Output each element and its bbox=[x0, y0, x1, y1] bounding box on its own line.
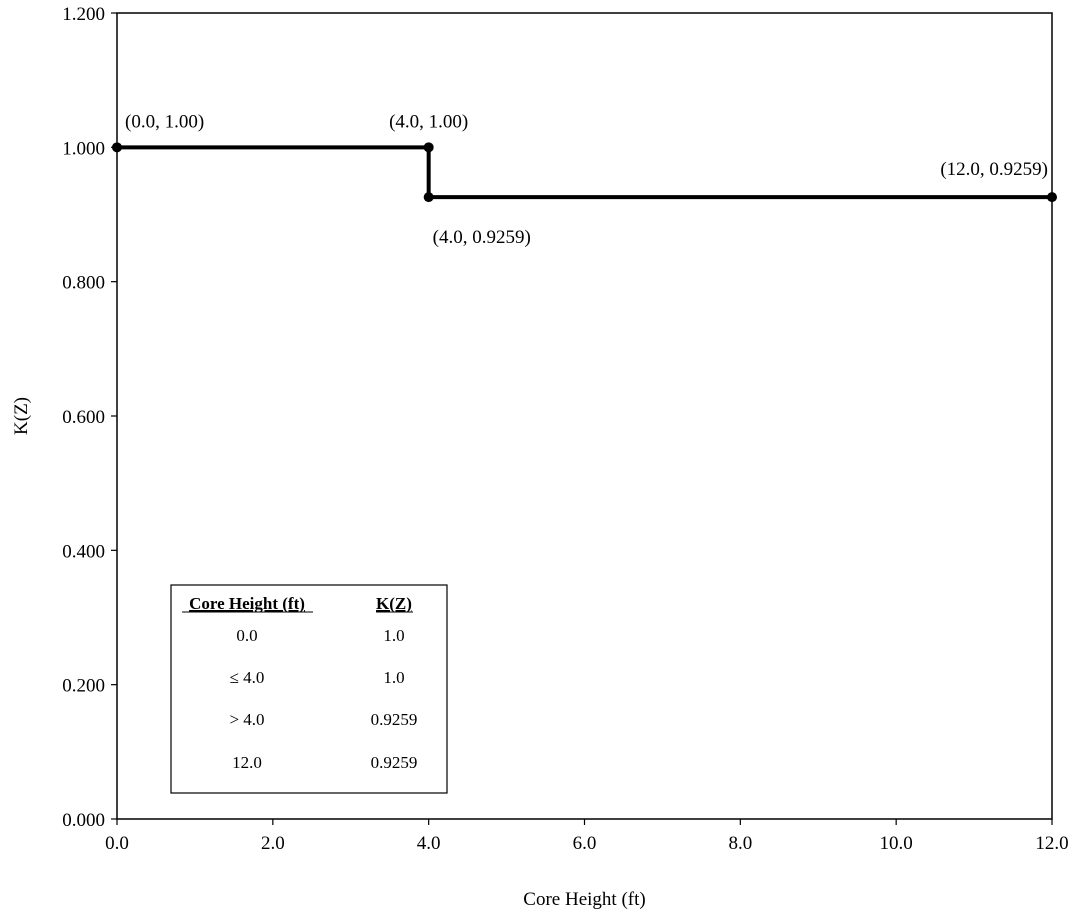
data-point-label: (0.0, 1.00) bbox=[125, 111, 204, 132]
data-point-label: (4.0, 1.00) bbox=[389, 111, 468, 132]
y-tick-label: 0.000 bbox=[62, 810, 105, 831]
x-tick-label: 0.0 bbox=[105, 833, 129, 854]
inset-cell-r2-c1: 0.9259 bbox=[371, 710, 418, 729]
y-tick-label: 0.600 bbox=[62, 407, 105, 428]
inset-table-border bbox=[170, 584, 448, 794]
inset-header-kz: K(Z) bbox=[376, 594, 412, 613]
data-point-marker bbox=[423, 142, 434, 153]
inset-header-core-height: Core Height (ft) bbox=[189, 594, 305, 613]
y-axis-ticks: 0.000 0.200 0.400 0.600 0.800 1.000 1.200 bbox=[62, 4, 117, 831]
x-axis-title: Core Height (ft) bbox=[523, 889, 645, 910]
x-tick-label: 8.0 bbox=[728, 833, 752, 854]
y-tick-label: 1.000 bbox=[62, 138, 105, 159]
y-axis-title: K(Z) bbox=[11, 397, 32, 435]
y-tick-label: 0.200 bbox=[62, 676, 105, 697]
inset-cell-r2-c0: > 4.0 bbox=[229, 710, 264, 729]
inset-cell-r1-c0: ≤ 4.0 bbox=[230, 668, 265, 687]
data-point-marker bbox=[1047, 192, 1057, 203]
inset-cell-r1-c1: 1.0 bbox=[383, 668, 404, 687]
x-tick-label: 2.0 bbox=[261, 833, 285, 854]
y-tick-label: 1.200 bbox=[62, 4, 105, 25]
x-tick-label: 12.0 bbox=[1035, 833, 1068, 854]
inset-cell-r3-c1: 0.9259 bbox=[371, 753, 418, 772]
x-tick-label: 10.0 bbox=[880, 833, 913, 854]
inset-cell-r0-c0: 0.0 bbox=[236, 626, 257, 645]
data-point-marker bbox=[423, 192, 434, 203]
y-tick-label: 0.400 bbox=[62, 541, 105, 562]
y-tick-label: 0.800 bbox=[62, 273, 105, 294]
x-tick-label: 6.0 bbox=[573, 833, 597, 854]
data-point-marker bbox=[112, 142, 122, 153]
series-group: (0.0, 1.00) (4.0, 1.00) (4.0, 0.9259) (12.0… bbox=[112, 111, 1057, 248]
x-tick-label: 4.0 bbox=[417, 833, 441, 854]
inset-table: Core Height (ft) K(Z) 0.0 1.0 ≤ 4.0 1.0 … bbox=[170, 584, 448, 794]
data-point-label: (12.0, 0.9259) bbox=[940, 159, 1048, 180]
inset-cell-r0-c1: 1.0 bbox=[383, 626, 404, 645]
inset-cell-r3-c0: 12.0 bbox=[232, 753, 262, 772]
series-line bbox=[117, 145, 1052, 200]
data-point-label: (4.0, 0.9259) bbox=[433, 227, 531, 248]
x-axis-ticks: 0.0 2.0 4.0 6.0 8.0 10.0 12.0 bbox=[105, 819, 1069, 854]
